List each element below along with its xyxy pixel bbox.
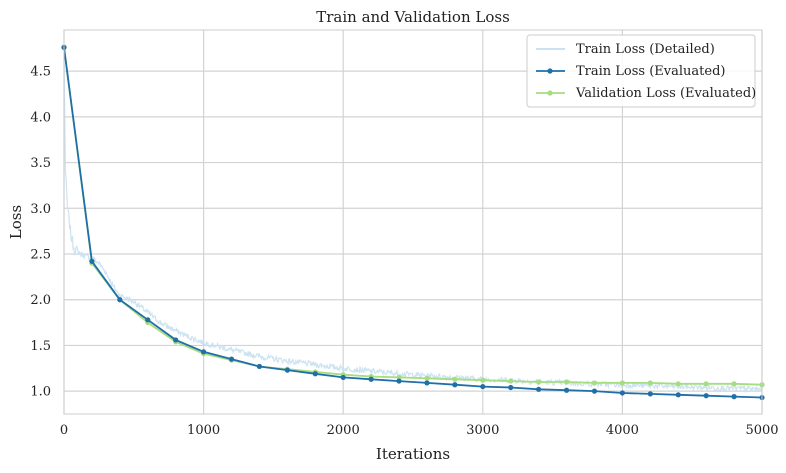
data-point-validation-evaluated <box>591 380 598 386</box>
data-point-train-evaluated <box>89 258 95 264</box>
data-point-train-evaluated <box>536 386 542 392</box>
chart-title: Train and Validation Loss <box>316 8 510 26</box>
data-point-train-evaluated <box>312 371 318 377</box>
data-point-train-evaluated <box>675 392 681 398</box>
data-point-train-evaluated <box>228 356 235 362</box>
data-point-train-evaluated <box>145 317 151 323</box>
data-point-train-evaluated <box>396 378 402 384</box>
data-point-train-evaluated <box>480 383 486 390</box>
data-point-train-evaluated <box>563 387 570 393</box>
data-point-train-evaluated <box>508 384 514 391</box>
data-point-train-evaluated <box>117 297 123 303</box>
series-line-validation-evaluated <box>63 47 763 386</box>
data-point-validation-evaluated <box>480 377 486 383</box>
x-axis-title: Iterations <box>376 445 450 463</box>
data-point-validation-evaluated <box>563 379 570 385</box>
data-point-validation-evaluated <box>508 378 514 384</box>
y-tick-label: 4.5 <box>30 65 51 80</box>
x-tick-label: 0 <box>60 423 68 438</box>
y-tick-label: 3.0 <box>30 202 51 217</box>
y-tick-label: 1.5 <box>30 339 51 354</box>
legend-label-validation-evaluated: Validation Loss (Evaluated) <box>575 86 756 101</box>
data-point-train-evaluated <box>284 367 290 373</box>
x-tick-labels: 0 1000 2000 3000 4000 5000 <box>60 423 779 438</box>
y-axis-title: Loss <box>7 205 25 239</box>
x-tick-label: 4000 <box>606 423 639 438</box>
legend-marker-train-evaluated <box>547 68 553 74</box>
x-tick-label: 3000 <box>466 423 499 438</box>
data-point-train-evaluated <box>647 391 653 397</box>
series-line-train-evaluated <box>63 47 763 399</box>
data-point-train-evaluated <box>591 388 598 394</box>
series-layer <box>61 44 765 401</box>
y-tick-label: 4.0 <box>30 110 51 125</box>
data-point-validation-evaluated <box>703 381 709 387</box>
data-point-train-evaluated <box>731 394 737 400</box>
plot-frame <box>63 29 763 415</box>
legend-box <box>526 34 756 108</box>
data-point-train-evaluated <box>424 380 430 386</box>
data-point-validation-evaluated <box>731 381 737 387</box>
x-tick-label: 2000 <box>327 423 360 438</box>
data-point-train-evaluated <box>340 374 346 381</box>
data-point-train-evaluated <box>368 376 374 382</box>
data-point-train-evaluated <box>619 390 626 396</box>
y-tick-label: 1.0 <box>30 385 51 400</box>
data-point-validation-evaluated <box>396 374 402 381</box>
y-tick-label: 3.5 <box>30 156 51 171</box>
x-tick-label: 1000 <box>187 423 220 438</box>
legend-marker-validation-evaluated <box>547 90 553 96</box>
grid <box>63 30 763 414</box>
data-point-validation-evaluated <box>424 375 430 381</box>
data-point-validation-evaluated <box>536 379 542 385</box>
legend-label-train-evaluated: Train Loss (Evaluated) <box>576 64 725 79</box>
data-point-validation-evaluated <box>675 381 681 387</box>
data-point-validation-evaluated <box>647 380 653 386</box>
data-point-train-evaluated <box>173 337 179 343</box>
data-point-validation-evaluated <box>619 380 626 386</box>
data-point-train-evaluated <box>452 382 458 388</box>
legend: Train Loss (Detailed) Train Loss (Evalua… <box>526 34 756 108</box>
data-point-train-evaluated <box>256 363 263 370</box>
y-tick-label: 2.0 <box>30 293 51 308</box>
x-tick-label: 5000 <box>745 423 778 438</box>
y-tick-label: 2.5 <box>30 248 51 263</box>
data-point-train-evaluated <box>703 393 709 399</box>
legend-label-train-detailed: Train Loss (Detailed) <box>576 42 715 57</box>
data-point-train-evaluated <box>201 349 207 355</box>
data-point-validation-evaluated <box>452 376 458 382</box>
y-tick-labels: 1.0 1.5 2.0 2.5 3.0 3.5 4.0 4.5 <box>30 65 51 400</box>
